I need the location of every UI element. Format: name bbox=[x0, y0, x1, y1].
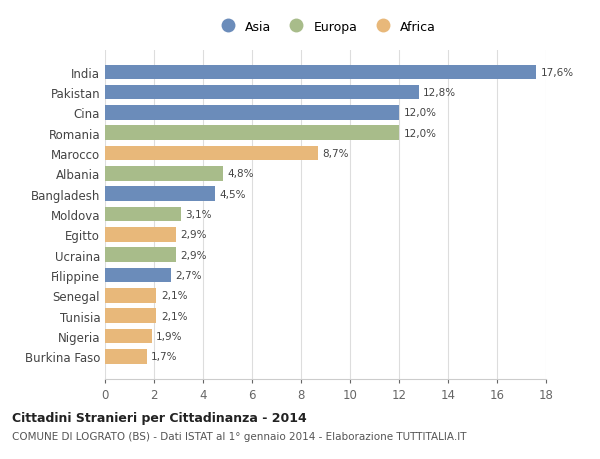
Bar bbox=[105, 187, 215, 202]
Bar bbox=[105, 106, 399, 121]
Bar bbox=[105, 288, 157, 303]
Text: COMUNE DI LOGRATO (BS) - Dati ISTAT al 1° gennaio 2014 - Elaborazione TUTTITALIA: COMUNE DI LOGRATO (BS) - Dati ISTAT al 1… bbox=[12, 431, 467, 442]
Text: 4,5%: 4,5% bbox=[220, 189, 246, 199]
Bar bbox=[105, 146, 318, 161]
Text: 2,1%: 2,1% bbox=[161, 311, 187, 321]
Bar bbox=[105, 65, 536, 80]
Legend: Asia, Europa, Africa: Asia, Europa, Africa bbox=[215, 21, 436, 34]
Text: Cittadini Stranieri per Cittadinanza - 2014: Cittadini Stranieri per Cittadinanza - 2… bbox=[12, 411, 307, 424]
Bar bbox=[105, 207, 181, 222]
Bar bbox=[105, 126, 399, 141]
Text: 2,9%: 2,9% bbox=[181, 250, 207, 260]
Text: 4,8%: 4,8% bbox=[227, 169, 254, 179]
Text: 2,7%: 2,7% bbox=[176, 270, 202, 280]
Text: 2,1%: 2,1% bbox=[161, 291, 187, 301]
Text: 12,8%: 12,8% bbox=[423, 88, 456, 98]
Text: 12,0%: 12,0% bbox=[403, 129, 436, 139]
Bar bbox=[105, 228, 176, 242]
Text: 17,6%: 17,6% bbox=[541, 68, 574, 78]
Text: 1,9%: 1,9% bbox=[156, 331, 182, 341]
Text: 8,7%: 8,7% bbox=[323, 149, 349, 159]
Text: 12,0%: 12,0% bbox=[403, 108, 436, 118]
Bar bbox=[105, 308, 157, 323]
Bar bbox=[105, 167, 223, 181]
Text: 2,9%: 2,9% bbox=[181, 230, 207, 240]
Bar bbox=[105, 86, 419, 100]
Text: 1,7%: 1,7% bbox=[151, 352, 178, 361]
Bar bbox=[105, 248, 176, 263]
Bar bbox=[105, 268, 171, 283]
Bar bbox=[105, 329, 152, 343]
Bar bbox=[105, 349, 146, 364]
Text: 3,1%: 3,1% bbox=[185, 210, 212, 219]
